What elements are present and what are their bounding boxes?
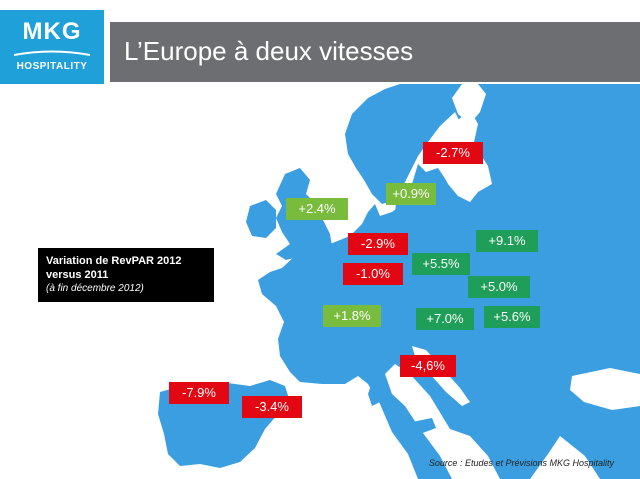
title-bar: L’Europe à deux vitesses <box>110 22 640 82</box>
value-label: +1.8% <box>323 305 381 327</box>
value-label: -3.4% <box>242 396 302 418</box>
value-label: -2.7% <box>423 142 483 164</box>
corsica-landmass <box>374 360 380 378</box>
value-label: +5.5% <box>412 253 470 275</box>
sicily-landmass <box>412 418 436 434</box>
value-label: -2.9% <box>348 233 408 255</box>
black-sea <box>570 368 640 410</box>
scandinavia-landmass <box>345 84 480 204</box>
value-label: -7.9% <box>169 382 229 404</box>
gulf-of-bothnia <box>452 84 486 124</box>
value-label: +9.1% <box>476 230 538 252</box>
source-note: Source : Etudes et Prévisions MKG Hospit… <box>428 458 614 468</box>
page-title: L’Europe à deux vitesses <box>124 36 414 66</box>
continent-landmass <box>258 84 640 479</box>
logo-subtitle: HOSPITALITY <box>16 61 88 72</box>
value-label: +5.6% <box>484 306 540 328</box>
logo-brand: MKG <box>22 18 82 45</box>
value-label: +2.4% <box>286 198 348 220</box>
value-label: -4,6% <box>400 355 456 377</box>
value-label: +7.0% <box>416 308 474 330</box>
legend-box: Variation de RevPAR 2012 versus 2011 (à … <box>38 248 214 302</box>
logo-swoosh-icon <box>14 50 90 56</box>
ireland-landmass <box>246 200 276 238</box>
value-label: -1.0% <box>343 263 403 285</box>
sardinia-landmass <box>368 382 380 406</box>
value-label: +0.9% <box>386 183 436 205</box>
legend-title-line2: versus 2011 <box>46 269 109 281</box>
legend-title-line1: Variation de RevPAR 2012 <box>46 255 182 267</box>
mkg-logo: MKG HOSPITALITY <box>0 10 104 84</box>
legend-subtitle: (à fin décembre 2012) <box>46 283 144 294</box>
value-label: +5.0% <box>468 276 530 298</box>
